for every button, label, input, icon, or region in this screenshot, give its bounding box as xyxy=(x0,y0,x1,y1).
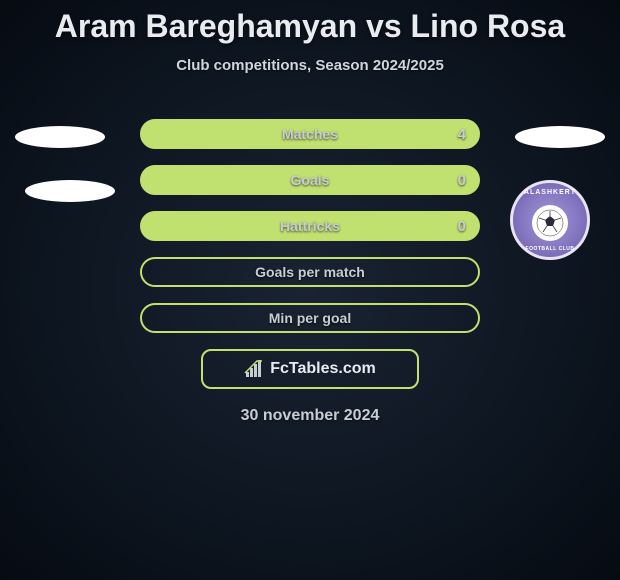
stat-row-hattricks: Hattricks 0 xyxy=(140,211,480,241)
stat-label: Hattricks xyxy=(280,218,340,234)
stat-row-goals: Goals 0 xyxy=(140,165,480,195)
stat-label: Min per goal xyxy=(269,310,351,326)
stat-row-matches: Matches 4 xyxy=(140,119,480,149)
attribution-text: FcTables.com xyxy=(270,360,376,378)
subtitle: Club competitions, Season 2024/2025 xyxy=(0,57,620,74)
stat-right-value: 0 xyxy=(458,172,466,189)
stat-label: Matches xyxy=(282,126,338,142)
date: 30 november 2024 xyxy=(0,407,620,425)
stat-right-value: 0 xyxy=(458,218,466,235)
chart-icon xyxy=(244,360,264,378)
stats-container: Matches 4 Goals 0 Hattricks 0 Goals per … xyxy=(0,119,620,333)
stat-row-goals-per-match: Goals per match xyxy=(140,257,480,287)
stat-row-min-per-goal: Min per goal xyxy=(140,303,480,333)
stat-right-value: 4 xyxy=(458,126,466,143)
stat-label: Goals xyxy=(291,172,330,188)
football-icon xyxy=(535,208,565,238)
attribution-box: FcTables.com xyxy=(201,349,419,389)
stat-label: Goals per match xyxy=(255,264,365,280)
page-title: Aram Bareghamyan vs Lino Rosa xyxy=(0,0,620,45)
